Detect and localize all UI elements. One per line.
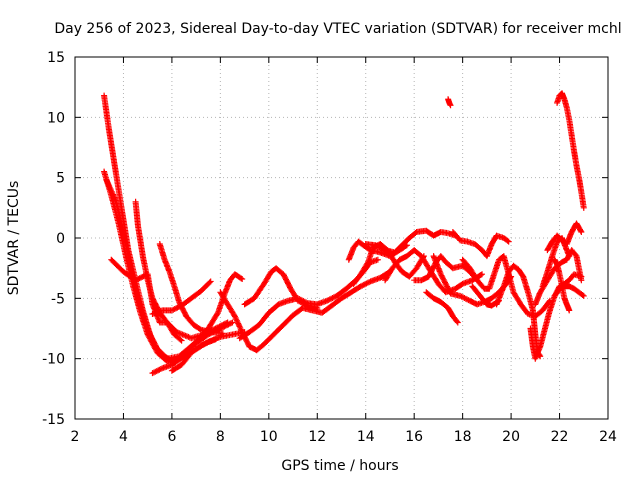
x-tick-label: 18 [454,429,472,445]
y-tick-label: 15 [47,50,65,66]
chart-title: Day 256 of 2023, Sidereal Day-to-day VTE… [54,21,621,37]
point-markers [345,238,410,263]
series-track-20 [449,229,512,260]
point-markers [236,256,381,342]
y-tick-label: -15 [42,412,65,428]
grid [75,57,608,419]
point-markers [449,229,512,260]
point-markers [544,220,585,254]
y-tick-label: -5 [51,291,65,307]
series-track-28 [544,220,585,254]
y-tick-label: 10 [47,110,65,126]
point-markers [168,336,219,374]
series-track-17 [345,238,410,263]
point-markers [149,278,214,317]
x-axis-title: GPS time / hours [281,458,398,474]
series-track-9 [149,278,214,317]
point-markers [551,283,587,299]
data-points [101,90,587,377]
series-track-29 [551,283,587,299]
x-tick-label: 12 [308,429,326,445]
x-tick-label: 6 [167,429,176,445]
series-track-13 [236,256,381,342]
series-track-31 [445,96,454,109]
x-tick-label: 24 [599,429,617,445]
x-tick-label: 16 [405,429,423,445]
series-track-24 [493,262,544,360]
y-tick-label: 0 [56,231,65,247]
series-track-19 [423,289,461,326]
series-track-15 [382,247,486,296]
point-markers [382,247,486,296]
x-tick-label: 14 [357,429,375,445]
x-tick-label: 20 [502,429,520,445]
y-axis-title: SDTVAR / TECUs [6,181,22,296]
point-markers [554,90,587,211]
series-track-8 [168,336,219,374]
series-track-32 [551,256,573,314]
x-tick-label: 2 [71,429,80,445]
x-tick-label: 10 [260,429,278,445]
y-tick-label: 5 [56,171,65,187]
point-markers [493,262,544,360]
y-tick-label: -10 [42,352,65,368]
point-markers [423,289,461,326]
point-markers [551,256,573,314]
series-track-30 [554,90,587,211]
series-track-11 [217,268,393,354]
x-tick-label: 22 [551,429,569,445]
x-tick-label: 4 [119,429,128,445]
x-tick-label: 8 [216,429,225,445]
point-markers [217,268,393,354]
plot-frame [74,56,609,420]
point-markers [445,96,454,109]
